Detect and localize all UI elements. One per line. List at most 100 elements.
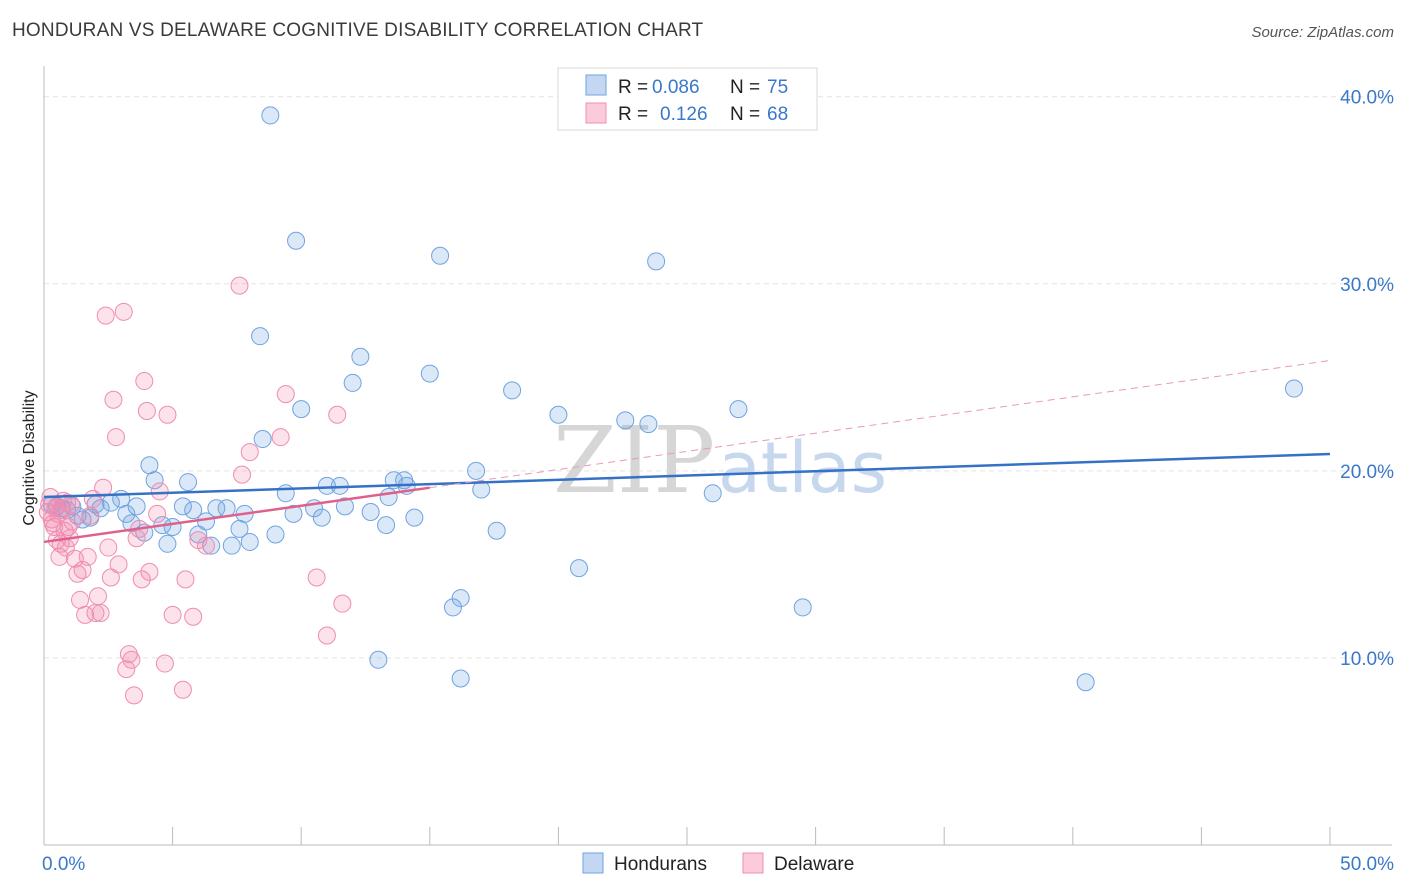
point-hondurans-23 [184, 501, 203, 520]
y-tick-label-20: 20.0% [1340, 462, 1394, 483]
point-hondurans-20 [163, 517, 182, 536]
legend-swatch-hondurans [585, 74, 607, 96]
point-delaware-60 [44, 514, 63, 533]
point-delaware-57 [333, 594, 352, 613]
point-delaware-44 [173, 680, 192, 699]
point-hondurans-63 [487, 521, 506, 540]
point-delaware-46 [184, 607, 203, 626]
x-tick-label-max: 50.0% [1340, 854, 1394, 875]
point-hondurans-39 [287, 231, 306, 250]
bottom-legend-delaware: Delaware [774, 854, 854, 875]
legend-n-label-2: N = [730, 104, 760, 125]
point-hondurans-62 [472, 480, 491, 499]
point-delaware-52 [271, 428, 290, 447]
legend-r-value-2: 0.126 [660, 104, 708, 125]
point-hondurans-45 [335, 497, 354, 516]
watermark-atlas: atlas [718, 427, 887, 509]
point-delaware-53 [276, 385, 295, 404]
point-hondurans-74 [1284, 379, 1303, 398]
point-delaware-42 [158, 405, 177, 424]
point-hondurans-68 [639, 415, 658, 434]
point-hondurans-14 [127, 497, 146, 516]
bottom-legend-hondurans: Hondurans [614, 854, 707, 875]
point-hondurans-65 [549, 405, 568, 424]
point-hondurans-38 [284, 504, 303, 523]
trend-lines [43, 359, 1331, 544]
legend-r-value-1: 0.086 [652, 77, 700, 98]
point-delaware-51 [240, 443, 259, 462]
chart-title: HONDURAN VS DELAWARE COGNITIVE DISABILIT… [12, 20, 704, 41]
point-hondurans-58 [443, 598, 462, 617]
point-hondurans-37 [276, 484, 295, 503]
point-hondurans-73 [1076, 673, 1095, 692]
trend-line-delaware [43, 486, 430, 544]
point-hondurans-64 [503, 381, 522, 400]
point-hondurans-48 [361, 503, 380, 522]
watermark-zip: ZIP [553, 407, 715, 514]
point-delaware-23 [99, 538, 118, 557]
point-hondurans-33 [251, 327, 270, 346]
legend-n-value-2: 68 [767, 104, 788, 125]
point-hondurans-60 [451, 669, 470, 688]
legend-n-label-1: N = [730, 77, 760, 98]
point-delaware-37 [137, 401, 156, 420]
point-delaware-55 [317, 626, 336, 645]
point-hondurans-69 [647, 252, 666, 271]
legend-swatch-delaware [585, 102, 607, 124]
source-credit: Source: ZipAtlas.com [1251, 24, 1394, 41]
point-hondurans-57 [431, 246, 450, 265]
point-delaware-32 [125, 686, 144, 705]
point-hondurans-71 [729, 400, 748, 419]
bottom-legend-swatch-delaware [742, 852, 764, 874]
point-delaware-25 [104, 390, 123, 409]
legend-r-label-2: R = [618, 104, 648, 125]
point-delaware-16 [81, 506, 100, 525]
axes [43, 66, 1392, 846]
y-tick-labels: 10.0% 20.0% 30.0% 40.0% [1340, 88, 1394, 670]
point-hondurans-56 [420, 364, 439, 383]
point-delaware-36 [135, 372, 154, 391]
point-hondurans-55 [405, 508, 424, 527]
point-delaware-49 [230, 276, 249, 295]
trend-line-hondurans [43, 452, 1331, 499]
bottom-legend-swatch-hondurans [582, 852, 604, 874]
trend-line-delaware-extension [429, 359, 1331, 489]
point-hondurans-21 [173, 497, 192, 516]
point-hondurans-59 [451, 589, 470, 608]
y-axis-label: Cognitive Disability [21, 390, 38, 525]
legend-r-label-1: R = [618, 77, 648, 98]
point-delaware-56 [328, 405, 347, 424]
point-delaware-19 [89, 587, 108, 606]
point-hondurans-34 [253, 430, 272, 449]
legend-n-value-1: 75 [767, 77, 788, 98]
watermark: ZIP atlas [553, 407, 887, 514]
point-delaware-27 [109, 555, 128, 574]
point-delaware-43 [163, 605, 182, 624]
point-hondurans-50 [377, 516, 396, 535]
point-hondurans-22 [179, 473, 198, 492]
point-hondurans-66 [569, 559, 588, 578]
point-delaware-39 [148, 504, 167, 523]
point-delaware-35 [132, 570, 151, 589]
y-tick-label-40: 40.0% [1340, 88, 1394, 109]
point-delaware-38 [140, 562, 159, 581]
point-delaware-40 [150, 482, 169, 501]
point-delaware-12 [71, 590, 90, 609]
point-delaware-45 [176, 570, 195, 589]
point-hondurans-11 [112, 489, 131, 508]
point-delaware-4 [50, 547, 69, 566]
point-hondurans-40 [292, 400, 311, 419]
point-hondurans-17 [145, 471, 164, 490]
y-tick-label-30: 30.0% [1340, 275, 1394, 296]
point-hondurans-29 [222, 536, 241, 555]
point-hondurans-47 [351, 347, 370, 366]
point-delaware-15 [78, 547, 97, 566]
point-delaware-41 [155, 654, 174, 673]
point-hondurans-46 [343, 373, 362, 392]
point-hondurans-19 [158, 534, 177, 553]
point-delaware-22 [96, 306, 115, 325]
point-hondurans-61 [467, 461, 486, 480]
gridlines [44, 96, 1392, 659]
point-hondurans-32 [240, 532, 259, 551]
